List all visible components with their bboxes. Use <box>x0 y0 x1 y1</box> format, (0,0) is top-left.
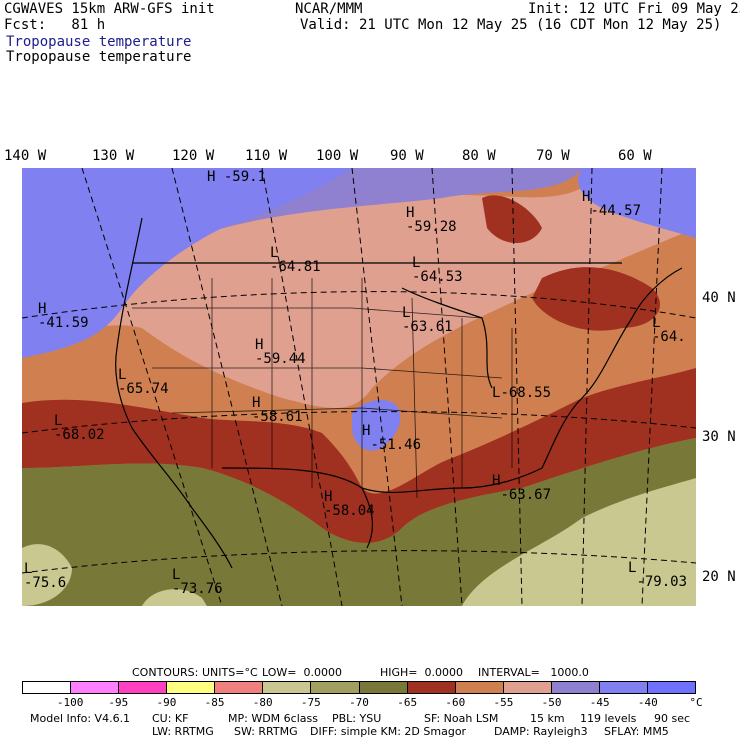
legend-tick-label: -95 <box>108 696 129 709</box>
pressure-center-label: H -58.61 <box>252 395 303 425</box>
legend-tick-label: -45 <box>589 696 610 709</box>
units-label: UNITS=°C <box>202 666 258 679</box>
shade-blue-nw <box>22 168 352 358</box>
legend-color-box <box>599 682 649 693</box>
model-title: CGWAVES 15km ARW-GFS init <box>4 1 215 17</box>
shade-tan-sw <box>22 544 72 606</box>
legend-color-box <box>263 682 312 693</box>
legend-color-box <box>71 682 120 693</box>
tropopause-temperature-map: H -59.1 H -59.28 H -44.57 L -64.81 L -64.53… <box>22 168 696 606</box>
coastlines <box>115 217 683 569</box>
field-title-contour: Tropopause temperature <box>6 49 192 65</box>
legend-color-box <box>215 682 264 693</box>
shade-tan-baja <box>142 589 207 606</box>
legend-color-box <box>455 682 504 693</box>
legend-color-box <box>167 682 216 693</box>
legend-tick-label: -60 <box>445 696 466 709</box>
pressure-center-label: L -73.76 <box>172 567 223 597</box>
pressure-center-label: H -63.67 <box>492 473 552 503</box>
lon-label: 90 W <box>390 148 424 164</box>
pressure-center-label: H -59.28 <box>406 205 457 235</box>
pressure-center-label: H -59.44 <box>255 337 306 367</box>
legend-tick-label: -80 <box>252 696 273 709</box>
sf-scheme: SF: Noah LSM <box>424 712 499 725</box>
damp-scheme: DAMP: Rayleigh3 <box>494 725 588 738</box>
lon-label: 130 W <box>92 148 135 164</box>
legend-tick-label: -65 <box>397 696 418 709</box>
legend-tick-label: -75 <box>300 696 321 709</box>
lon-label: 110 W <box>245 148 288 164</box>
pressure-center-label: L -64.53 <box>412 255 463 285</box>
legend-color-box <box>503 682 552 693</box>
high-label: HIGH= 0.0000 <box>380 666 464 679</box>
map-field-svg <box>22 168 696 606</box>
institution-label: NCAR/MMM <box>295 1 363 17</box>
time-step: 90 sec <box>654 712 691 725</box>
shade-blue-tx <box>352 399 401 451</box>
lw-scheme: LW: RRTMG <box>152 725 214 738</box>
legend-color-box <box>23 682 72 693</box>
legend-tick-label: -85 <box>204 696 225 709</box>
legend-color-box <box>407 682 456 693</box>
init-time: Init: 12 UTC Fri 09 May 25 <box>528 1 740 17</box>
legend-tick-label: -50 <box>541 696 562 709</box>
pressure-center-label: L-68.55 <box>492 385 552 401</box>
graticule <box>22 168 696 606</box>
pbl-scheme: PBL: YSU <box>332 712 382 725</box>
pressure-center-label: L -68.02 <box>54 413 105 443</box>
pressure-center-label: H -41.59 <box>38 301 89 331</box>
legend-color-box <box>648 682 696 693</box>
pressure-center-label: H -44.57 <box>582 189 642 219</box>
lon-label: 70 W <box>536 148 570 164</box>
pressure-center-label: H -51.46 <box>362 423 422 453</box>
resolution: 15 km <box>530 712 565 725</box>
color-legend <box>22 681 696 694</box>
state-borders <box>132 278 513 499</box>
shade-dark-red-canada <box>482 195 542 243</box>
sw-scheme: SW: RRTMG <box>234 725 298 738</box>
mp-scheme: MP: WDM 6class <box>228 712 318 725</box>
pressure-center-label: H -58.04 <box>324 489 375 519</box>
lon-label: 120 W <box>172 148 215 164</box>
vertical-levels: 119 levels <box>580 712 637 725</box>
pressure-center-label: L -75.6 <box>24 561 67 591</box>
legend-color-box <box>119 682 168 693</box>
lat-label: 20 N <box>702 569 736 585</box>
pressure-center-label: L -64. <box>652 315 686 345</box>
interval-label: INTERVAL= 1000.0 <box>478 666 589 679</box>
legend-tick-label: -90 <box>156 696 177 709</box>
legend-tick-label: -70 <box>349 696 369 709</box>
legend-color-box <box>311 682 360 693</box>
lon-label: 140 W <box>4 148 47 164</box>
pressure-center-label: H -59.1 <box>207 169 267 185</box>
legend-tick-label: °C <box>689 696 703 709</box>
legend-color-box <box>359 682 408 693</box>
shade-dark-red-ne <box>532 267 661 331</box>
pressure-center-label: L -63.61 <box>402 305 453 335</box>
pressure-center-label: L -79.03 <box>628 560 688 590</box>
forecast-hour: Fcst: 81 h <box>4 17 106 33</box>
cu-scheme: CU: KF <box>152 712 189 725</box>
lat-label: 40 N <box>702 290 736 306</box>
lon-label: 80 W <box>462 148 496 164</box>
legend-tick-label: -100 <box>56 696 84 709</box>
shade-dark-red-belt <box>22 368 696 543</box>
legend-tick-label: -40 <box>637 696 658 709</box>
legend-tick-label: -55 <box>493 696 514 709</box>
lon-label: 60 W <box>618 148 652 164</box>
diff-scheme: DIFF: simple KM: 2D Smagor <box>310 725 467 738</box>
lat-label: 30 N <box>702 429 736 445</box>
contours-label: CONTOURS: <box>132 666 199 679</box>
field-title-shaded: Tropopause temperature <box>6 34 192 50</box>
pressure-center-label: L -64.81 <box>270 245 321 275</box>
valid-time: Valid: 21 UTC Mon 12 May 25 (16 CDT Mon … <box>300 17 722 33</box>
pressure-center-label: L -65.74 <box>118 367 169 397</box>
low-label: LOW= 0.0000 <box>262 666 342 679</box>
shade-blue-ne <box>578 168 696 238</box>
model-info: Model Info: V4.6.1 <box>30 712 131 725</box>
lon-label: 100 W <box>316 148 359 164</box>
shade-tan-se <box>462 478 696 606</box>
legend-color-box <box>551 682 600 693</box>
sflay-scheme: SFLAY: MM5 <box>604 725 669 738</box>
